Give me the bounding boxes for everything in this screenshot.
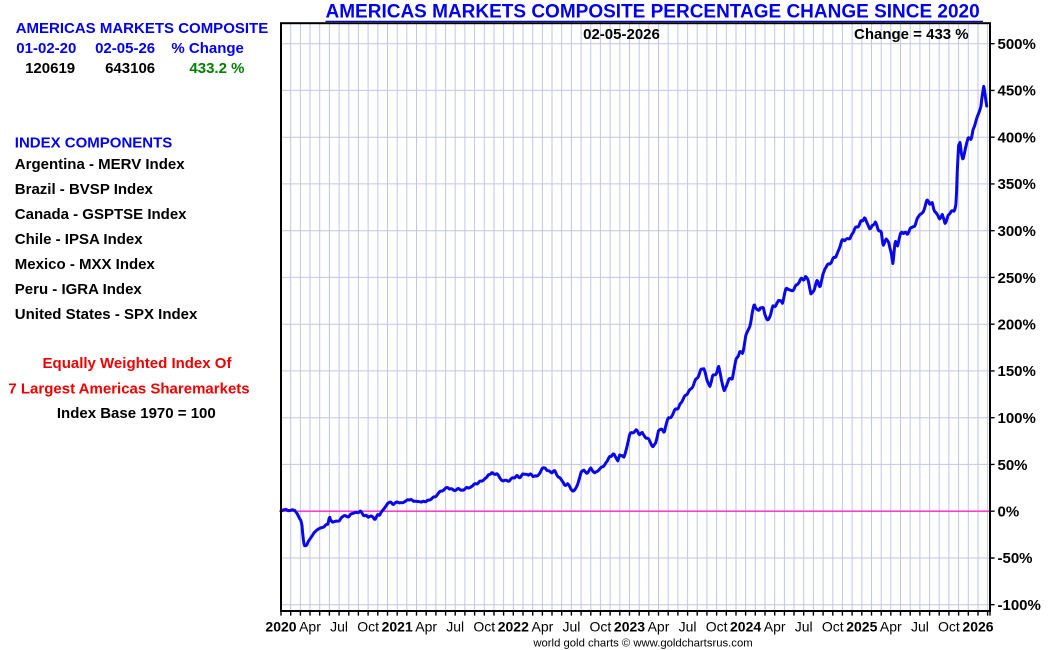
svg-text:Oct: Oct <box>706 619 728 635</box>
svg-text:100%: 100% <box>998 410 1036 427</box>
svg-text:500%: 500% <box>998 36 1036 53</box>
svg-text:Oct: Oct <box>590 619 612 635</box>
svg-text:Apr: Apr <box>764 619 786 635</box>
svg-text:2024: 2024 <box>730 619 761 635</box>
svg-text:2020: 2020 <box>265 619 296 635</box>
svg-text:Jul: Jul <box>330 619 348 635</box>
svg-text:% Change: % Change <box>171 40 244 57</box>
svg-text:Chile - IPSA Index: Chile - IPSA Index <box>15 231 143 248</box>
svg-text:433.2 %: 433.2 % <box>189 60 244 77</box>
svg-text:Equally Weighted Index Of: Equally Weighted Index Of <box>43 355 233 372</box>
svg-text:350%: 350% <box>998 176 1036 193</box>
svg-text:400%: 400% <box>998 130 1036 147</box>
svg-text:Oct: Oct <box>938 619 960 635</box>
svg-text:INDEX COMPONENTS: INDEX COMPONENTS <box>15 134 173 151</box>
svg-text:02-05-26: 02-05-26 <box>95 40 155 57</box>
svg-text:2025: 2025 <box>846 619 877 635</box>
svg-text:AMERICAS MARKETS COMPOSITE PER: AMERICAS MARKETS COMPOSITE PERCENTAGE CH… <box>326 2 980 23</box>
svg-text:643106: 643106 <box>105 60 155 77</box>
svg-text:7 Largest Americas Sharemarket: 7 Largest Americas Sharemarkets <box>8 380 249 397</box>
svg-text:02-05-2026: 02-05-2026 <box>583 26 660 43</box>
svg-text:200%: 200% <box>998 317 1036 334</box>
svg-text:-100%: -100% <box>998 597 1041 614</box>
svg-text:0%: 0% <box>998 504 1020 521</box>
svg-text:Apr: Apr <box>648 619 670 635</box>
svg-text:world gold charts © www.goldch: world gold charts © www.goldchartsrus.co… <box>532 637 752 649</box>
svg-text:Jul: Jul <box>679 619 697 635</box>
svg-text:Apr: Apr <box>415 619 437 635</box>
svg-text:Oct: Oct <box>822 619 844 635</box>
svg-text:Change = 433 %: Change = 433 % <box>854 26 969 43</box>
svg-text:Jul: Jul <box>795 619 813 635</box>
svg-text:120619: 120619 <box>25 60 75 77</box>
svg-text:Argentina - MERV Index: Argentina - MERV Index <box>15 156 185 173</box>
svg-text:Brazil - BVSP Index: Brazil - BVSP Index <box>15 181 154 198</box>
svg-text:300%: 300% <box>998 223 1036 240</box>
svg-text:-50%: -50% <box>998 550 1033 567</box>
svg-text:Jul: Jul <box>562 619 580 635</box>
svg-text:Oct: Oct <box>357 619 379 635</box>
svg-text:Oct: Oct <box>473 619 495 635</box>
svg-text:2021: 2021 <box>382 619 413 635</box>
svg-text:Index Base 1970 = 100: Index Base 1970 = 100 <box>57 405 216 422</box>
svg-text:Jul: Jul <box>446 619 464 635</box>
svg-text:450%: 450% <box>998 83 1036 100</box>
svg-text:Peru - IGRA Index: Peru - IGRA Index <box>15 281 143 298</box>
svg-text:2023: 2023 <box>614 619 645 635</box>
svg-text:United States - SPX Index: United States - SPX Index <box>15 306 198 323</box>
svg-text:Apr: Apr <box>532 619 554 635</box>
svg-text:Mexico - MXX Index: Mexico - MXX Index <box>15 256 156 273</box>
svg-text:2026: 2026 <box>962 619 993 635</box>
svg-text:Apr: Apr <box>299 619 321 635</box>
svg-text:AMERICAS MARKETS COMPOSITE: AMERICAS MARKETS COMPOSITE <box>16 20 269 37</box>
svg-text:250%: 250% <box>998 270 1036 287</box>
svg-text:Jul: Jul <box>911 619 929 635</box>
svg-text:2022: 2022 <box>498 619 529 635</box>
svg-text:01-02-20: 01-02-20 <box>16 40 76 57</box>
svg-text:150%: 150% <box>998 363 1036 380</box>
svg-text:50%: 50% <box>998 457 1028 474</box>
svg-text:Canada - GSPTSE Index: Canada - GSPTSE Index <box>15 206 187 223</box>
svg-text:Apr: Apr <box>880 619 902 635</box>
